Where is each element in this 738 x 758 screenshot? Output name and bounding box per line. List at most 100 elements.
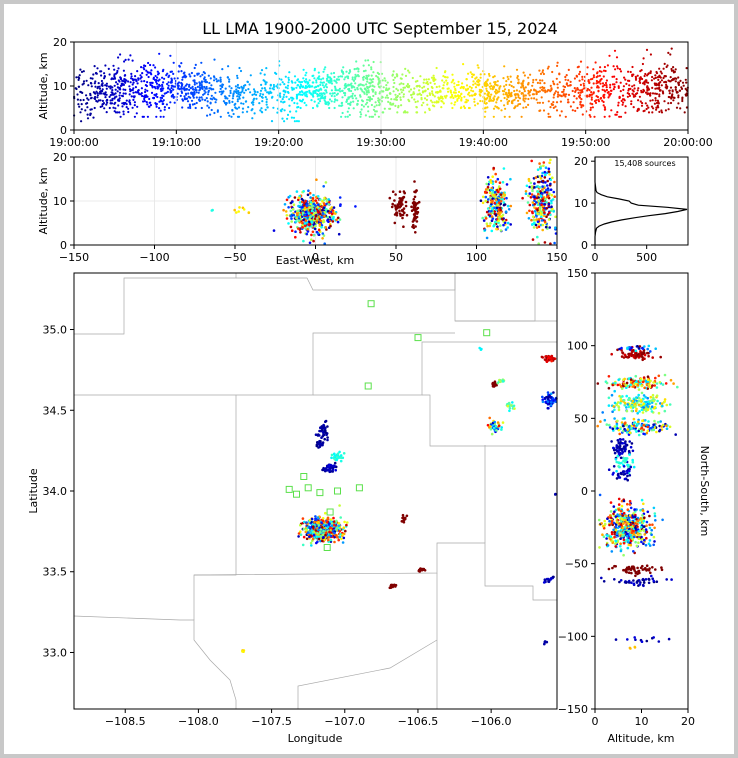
time-altitude-point [395, 96, 398, 99]
time-altitude-point [118, 94, 121, 97]
time-altitude-point [346, 75, 349, 78]
time-altitude-point [237, 91, 241, 94]
time-altitude-point [94, 92, 97, 95]
time-altitude-point [144, 88, 147, 91]
time-altitude-point [224, 87, 227, 90]
ns-point [652, 396, 655, 400]
ew-point [548, 211, 551, 214]
time-altitude-point [554, 105, 557, 108]
time-altitude-point [636, 74, 639, 77]
time-altitude-point [293, 120, 296, 123]
time-altitude-point [618, 96, 621, 99]
time-altitude-point [592, 76, 596, 79]
time-altitude-point [629, 87, 632, 90]
time-altitude-point [372, 71, 375, 74]
time-altitude-point [633, 84, 636, 87]
map-point [338, 535, 342, 539]
ns-point [649, 350, 652, 353]
map-point [511, 401, 514, 404]
time-altitude-point [206, 114, 209, 117]
ew-point [238, 206, 241, 209]
time-altitude-point [427, 78, 430, 81]
map-point [299, 523, 302, 527]
time-altitude-point [670, 97, 673, 100]
time-altitude-point [339, 75, 342, 78]
time-altitude-point [161, 76, 164, 79]
time-altitude-point [89, 77, 92, 80]
time-altitude-point [198, 96, 201, 99]
time-altitude-point [580, 98, 583, 101]
map-point [322, 536, 325, 539]
time-altitude-point [467, 93, 470, 96]
ew-point [311, 204, 314, 208]
time-altitude-point [210, 84, 213, 87]
ew-point [498, 181, 502, 184]
ew-point [302, 218, 306, 222]
map-point [333, 452, 336, 456]
time-altitude-point [468, 85, 471, 88]
time-altitude-point [219, 76, 222, 79]
time-altitude-point [360, 99, 364, 102]
time-altitude-point [247, 106, 250, 109]
time-altitude-point [624, 105, 627, 108]
time-altitude-point [404, 67, 407, 70]
time-altitude-point [104, 93, 107, 96]
map-point [311, 537, 315, 541]
time-altitude-point [111, 89, 114, 92]
time-altitude-point [364, 103, 367, 106]
time-altitude-point [571, 109, 574, 112]
time-altitude-point [101, 105, 104, 108]
ew-point [481, 201, 485, 205]
time-altitude-point [176, 92, 179, 95]
time-altitude-point [567, 101, 570, 104]
time-altitude-point [447, 90, 450, 93]
time-altitude-point [191, 85, 194, 88]
map-x-tick-label: −108.5 [105, 715, 146, 728]
time-altitude-point [522, 71, 525, 74]
ns-point [607, 375, 611, 378]
time-altitude-point [650, 79, 654, 82]
time-altitude-point [200, 96, 203, 99]
time-altitude-point [571, 89, 574, 93]
ew-point [504, 210, 508, 213]
map-point [546, 400, 550, 404]
time-altitude-point [295, 110, 298, 113]
time-altitude-point [442, 102, 445, 105]
time-altitude-point [472, 90, 475, 93]
time-altitude-point [574, 89, 577, 92]
time-altitude-point [373, 85, 376, 88]
time-altitude-point [523, 100, 526, 103]
time-altitude-point [244, 89, 247, 92]
map-point [330, 524, 334, 527]
map-point [541, 395, 544, 399]
time-altitude-point [118, 111, 121, 114]
time-altitude-point [556, 86, 559, 89]
time-altitude-point [286, 84, 290, 87]
time-altitude-point [124, 74, 127, 77]
ew-point [400, 199, 404, 202]
time-altitude-point [163, 77, 166, 80]
time-altitude-point [300, 80, 304, 84]
time-altitude-point [305, 71, 308, 74]
map-point [544, 400, 548, 404]
time-altitude-point [617, 86, 620, 89]
ew-point [549, 178, 553, 182]
time-altitude-point [338, 104, 341, 107]
time-altitude-point [214, 101, 217, 104]
ew-point [539, 209, 542, 212]
time-altitude-point [617, 101, 620, 104]
time-altitude-point [602, 94, 605, 97]
map-point [340, 456, 343, 460]
time-altitude-point [525, 106, 528, 109]
map-ylabel: Latitude [27, 468, 40, 514]
time-altitude-point [654, 83, 657, 86]
time-altitude-point [515, 68, 519, 71]
time-altitude-point [487, 92, 490, 96]
time-altitude-point [622, 85, 626, 88]
ew-point [545, 207, 549, 210]
ns-point [654, 402, 658, 406]
map-point [334, 468, 338, 472]
time-altitude-point [609, 86, 612, 89]
time-altitude-point [266, 91, 269, 94]
station-marker [293, 490, 300, 498]
